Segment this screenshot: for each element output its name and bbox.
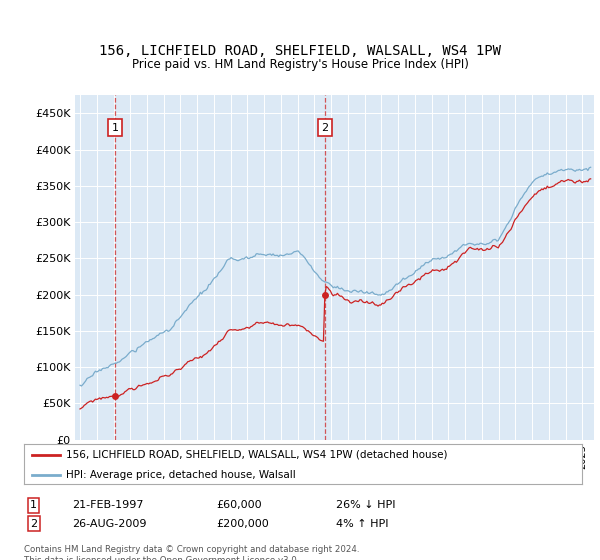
Text: 156, LICHFIELD ROAD, SHELFIELD, WALSALL, WS4 1PW: 156, LICHFIELD ROAD, SHELFIELD, WALSALL,…: [99, 44, 501, 58]
Text: Price paid vs. HM Land Registry's House Price Index (HPI): Price paid vs. HM Land Registry's House …: [131, 58, 469, 71]
Text: 156, LICHFIELD ROAD, SHELFIELD, WALSALL, WS4 1PW (detached house): 156, LICHFIELD ROAD, SHELFIELD, WALSALL,…: [66, 450, 448, 460]
Text: 26-AUG-2009: 26-AUG-2009: [72, 519, 146, 529]
Text: 4% ↑ HPI: 4% ↑ HPI: [336, 519, 389, 529]
Text: 2: 2: [30, 519, 37, 529]
Text: £60,000: £60,000: [216, 500, 262, 510]
Text: £200,000: £200,000: [216, 519, 269, 529]
Text: 1: 1: [112, 123, 118, 133]
Text: 21-FEB-1997: 21-FEB-1997: [72, 500, 143, 510]
Text: 2: 2: [321, 123, 328, 133]
Text: 1: 1: [30, 500, 37, 510]
Text: Contains HM Land Registry data © Crown copyright and database right 2024.
This d: Contains HM Land Registry data © Crown c…: [24, 545, 359, 560]
Text: 26% ↓ HPI: 26% ↓ HPI: [336, 500, 395, 510]
Text: HPI: Average price, detached house, Walsall: HPI: Average price, detached house, Wals…: [66, 470, 296, 480]
